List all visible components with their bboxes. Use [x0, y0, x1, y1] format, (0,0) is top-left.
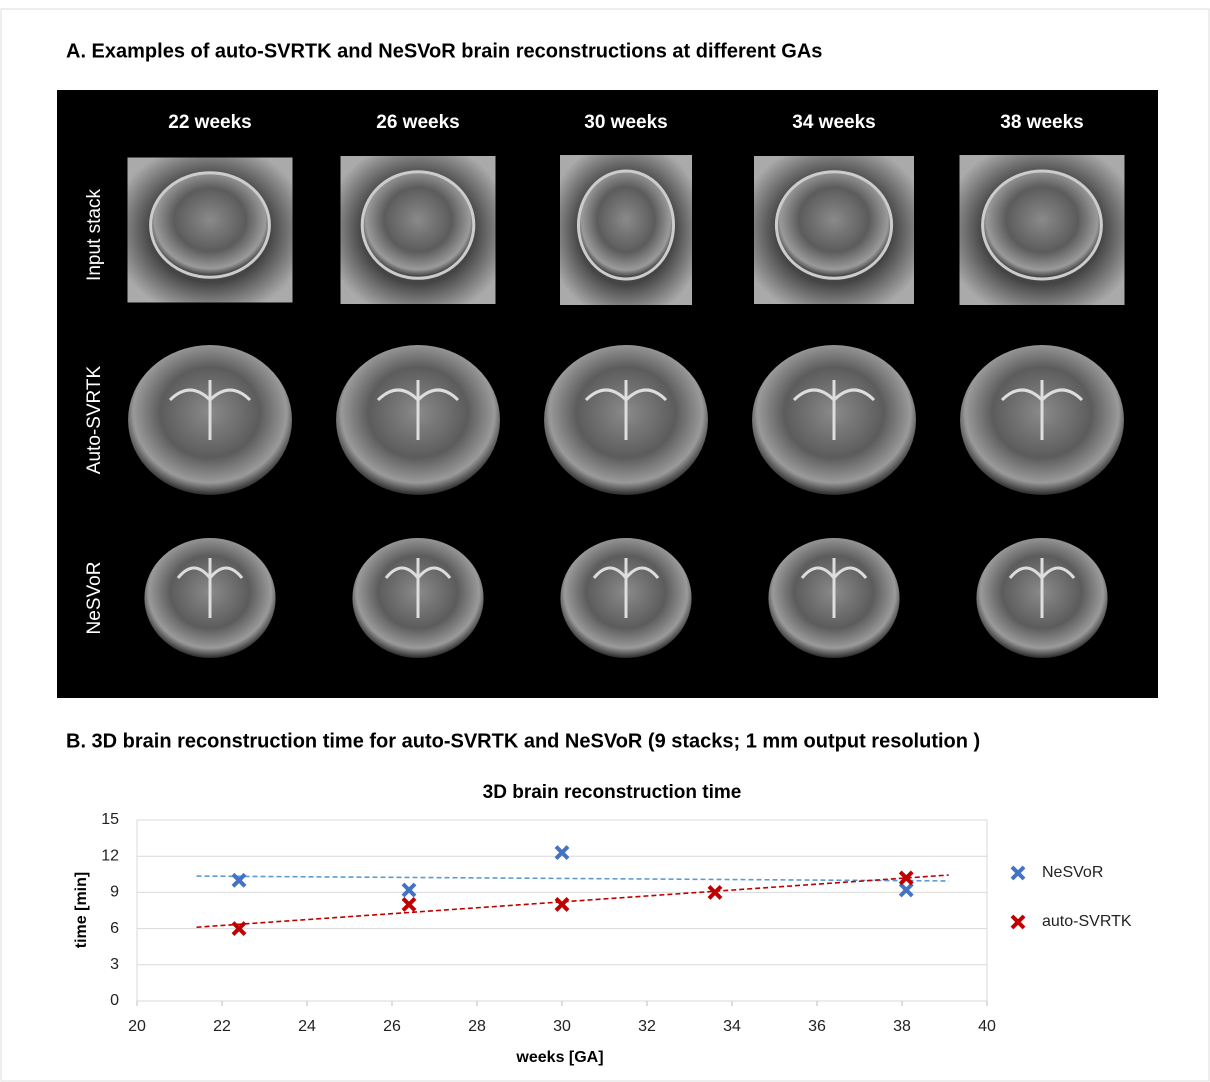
brain-outline	[774, 170, 894, 280]
chart-title: 3D brain reconstruction time	[483, 782, 742, 803]
point	[898, 870, 914, 886]
panel-b-title: B. 3D brain reconstruction time for auto…	[66, 730, 980, 752]
x-tick-label: 30	[553, 1018, 571, 1035]
point	[401, 882, 417, 898]
column-label: 22 weeks	[168, 112, 251, 133]
brain-folds	[584, 380, 668, 440]
x-tick-label: 32	[638, 1018, 656, 1035]
point	[554, 897, 570, 912]
y-tick-label: 12	[101, 847, 119, 864]
point	[231, 921, 247, 937]
x-tick-label: 38	[893, 1018, 911, 1035]
column-label: 26 weeks	[376, 112, 459, 133]
y-tick-label: 15	[101, 811, 119, 828]
frame	[0, 8, 1210, 1082]
brain-folds	[1008, 558, 1076, 618]
point	[707, 884, 723, 900]
point	[231, 872, 247, 888]
brain-outline	[360, 170, 476, 280]
y-tick-label: 0	[110, 992, 119, 1009]
column-label: 34 weeks	[792, 112, 875, 133]
x-tick-label: 24	[298, 1018, 316, 1035]
legend-marker	[1010, 865, 1026, 881]
point	[554, 845, 570, 860]
column-label: 30 weeks	[584, 112, 667, 133]
x-axis-label: weeks [GA]	[515, 1049, 603, 1066]
x-tick-label: 26	[383, 1018, 401, 1035]
brain-folds	[168, 380, 252, 440]
x-tick-label: 34	[723, 1018, 741, 1035]
y-tick-label: 9	[110, 884, 119, 901]
brain-folds	[792, 380, 876, 440]
brain-outline	[981, 169, 1103, 281]
brain-folds	[384, 558, 452, 618]
column-label: 38 weeks	[1000, 112, 1083, 133]
brain-outline	[149, 171, 271, 279]
y-axis-label: time [min]	[73, 872, 90, 948]
legend-label: auto-SVRTK	[1042, 913, 1132, 930]
plot-area	[136, 819, 988, 1002]
x-tick-label: 36	[808, 1018, 826, 1035]
legend-label: NeSVoR	[1042, 864, 1103, 881]
brain-folds	[376, 380, 460, 440]
brain-folds	[1000, 380, 1084, 440]
brain-folds	[800, 558, 868, 618]
y-tick-label: 3	[110, 956, 119, 973]
trendline	[196, 874, 949, 929]
x-tick-label: 28	[468, 1018, 486, 1035]
point	[898, 882, 914, 898]
point	[401, 897, 417, 912]
row-label: Auto-SVRTK	[84, 365, 105, 474]
trendline	[196, 875, 949, 882]
y-tick-label: 6	[110, 920, 119, 937]
brain-outline	[576, 169, 676, 281]
row-label: Input stack	[84, 189, 105, 281]
brain-images	[127, 155, 1125, 658]
x-tick-label: 20	[128, 1018, 146, 1035]
brain-folds	[176, 558, 244, 618]
x-tick-label: 40	[978, 1018, 996, 1035]
row-label: NeSVoR	[84, 562, 105, 635]
legend-marker	[1010, 914, 1026, 930]
brain-folds	[592, 558, 660, 618]
panel-a-title: A. Examples of auto-SVRTK and NeSVoR bra…	[66, 40, 822, 62]
x-tick-label: 22	[213, 1018, 231, 1035]
